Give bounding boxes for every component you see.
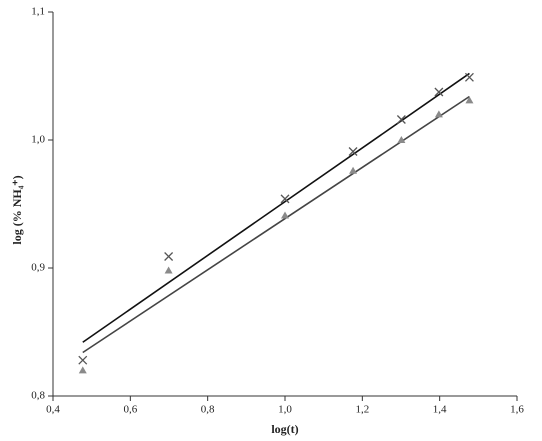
x-tick-label: 0,8 xyxy=(201,404,215,416)
y-tick-label: 1,0 xyxy=(31,134,45,146)
point xyxy=(397,136,406,143)
x-tick-label: 0,6 xyxy=(123,404,137,416)
point xyxy=(280,194,290,204)
point xyxy=(78,366,87,374)
point xyxy=(349,166,358,174)
point xyxy=(465,96,474,104)
point xyxy=(78,355,88,365)
x-tick-label: 1,6 xyxy=(510,404,524,416)
y-tick-label: 0,8 xyxy=(31,390,45,402)
y-axis-label: log (% NH₄⁺) xyxy=(10,175,24,244)
y-tick-label: 0,9 xyxy=(31,262,45,274)
point xyxy=(434,87,444,97)
trendline xyxy=(82,95,470,354)
point xyxy=(464,72,474,82)
x-tick-label: 1,2 xyxy=(355,404,369,416)
point xyxy=(434,110,443,118)
point xyxy=(348,147,358,156)
x-tick-label: 1,4 xyxy=(433,404,447,416)
point xyxy=(396,115,406,124)
trendline xyxy=(82,72,470,343)
point xyxy=(164,252,174,261)
x-axis-label: log(t) xyxy=(271,422,298,436)
x-tick-label: 1,0 xyxy=(278,404,292,416)
y-tick-label: 1,1 xyxy=(31,6,45,18)
x-tick-label: 0,4 xyxy=(46,404,60,416)
point xyxy=(164,266,173,274)
point xyxy=(281,211,289,219)
